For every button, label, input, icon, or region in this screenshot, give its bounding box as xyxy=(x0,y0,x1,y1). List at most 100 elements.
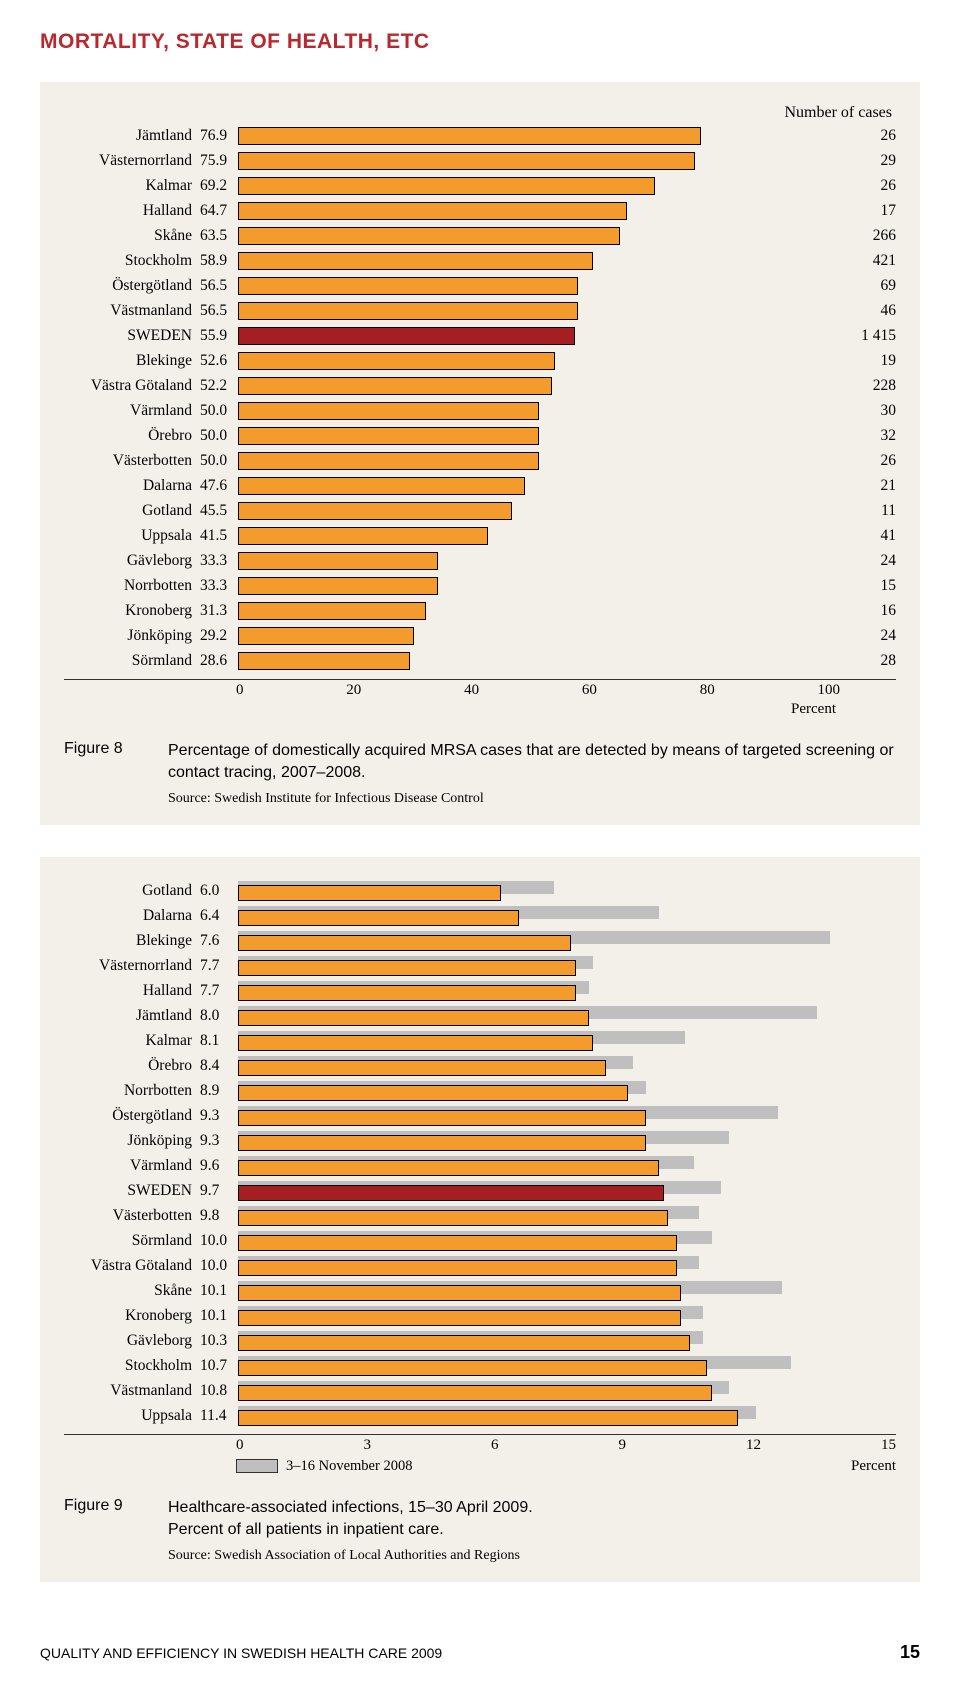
bar-value: 75.9 xyxy=(198,152,238,170)
bar-value: 8.1 xyxy=(198,1032,238,1050)
bar-fill xyxy=(238,327,575,345)
legend-label: 3–16 November 2008 xyxy=(286,1458,412,1475)
bar-label: Värmland xyxy=(64,1157,198,1175)
cases-header: Number of cases xyxy=(64,104,896,122)
bar-label: Sörmland xyxy=(64,652,198,670)
bar-cases: 26 xyxy=(840,452,896,470)
bar-cases: 16 xyxy=(840,602,896,620)
bar-track xyxy=(238,956,896,976)
bar-cases: 29 xyxy=(840,152,896,170)
bar-fill xyxy=(238,552,438,570)
axis-label: Percent xyxy=(412,1458,896,1475)
figure-description: Healthcare-associated infections, 15–30 … xyxy=(168,1497,533,1542)
bar-label: Västerbotten xyxy=(64,452,198,470)
bar-label: Halland xyxy=(64,982,198,1000)
bar-track xyxy=(238,627,840,645)
bar-cases: 26 xyxy=(840,127,896,145)
bar-fill xyxy=(238,152,695,170)
bar-label: Jönköping xyxy=(64,1132,198,1150)
bar-track xyxy=(238,127,840,145)
bar-track xyxy=(238,1031,896,1051)
bar-value: 47.6 xyxy=(198,477,238,495)
bar-track xyxy=(238,277,840,295)
bar-value: 33.3 xyxy=(198,577,238,595)
bar-track xyxy=(238,1006,896,1026)
bar-label: Stockholm xyxy=(64,1357,198,1375)
bar-value: 63.5 xyxy=(198,227,238,245)
bar-label: Kalmar xyxy=(64,1032,198,1050)
figure-source: Source: Swedish Association of Local Aut… xyxy=(168,1548,533,1564)
bar-fill xyxy=(238,602,426,620)
bar-value: 11.4 xyxy=(198,1407,238,1425)
bar-label: Västra Götaland xyxy=(64,1257,198,1275)
bar-value: 10.7 xyxy=(198,1357,238,1375)
bar-cases: 17 xyxy=(840,202,896,220)
bar-row: Gotland6.0 xyxy=(64,879,896,903)
axis-tick: 3 xyxy=(364,1437,372,1454)
bar-value: 50.0 xyxy=(198,427,238,445)
axis-tick: 0 xyxy=(236,1437,244,1454)
bar-value: 33.3 xyxy=(198,552,238,570)
bar-track xyxy=(238,1256,896,1276)
bar-row: Norrbotten8.9 xyxy=(64,1079,896,1103)
bar-value: 29.2 xyxy=(198,627,238,645)
bar-fill xyxy=(238,302,578,320)
bar-track xyxy=(238,881,896,901)
bar-fill xyxy=(238,227,620,245)
bar-fill xyxy=(238,502,512,520)
bar-value: 7.7 xyxy=(198,957,238,975)
bar-fill xyxy=(238,527,488,545)
legend-swatch xyxy=(236,1459,278,1473)
bar-value: 10.1 xyxy=(198,1282,238,1300)
bar-value: 7.6 xyxy=(198,932,238,950)
bar-value: 10.1 xyxy=(198,1307,238,1325)
axis-tick: 15 xyxy=(881,1437,896,1454)
bar-value: 10.3 xyxy=(198,1332,238,1350)
bar-label: SWEDEN xyxy=(64,1182,198,1200)
bar-row: Halland64.717 xyxy=(64,199,896,223)
bar-row: Uppsala11.4 xyxy=(64,1404,896,1428)
bar-track xyxy=(238,302,840,320)
bar-label: Värmland xyxy=(64,402,198,420)
bar-row: Kalmar69.226 xyxy=(64,174,896,198)
bar-track xyxy=(238,377,840,395)
bar-fill xyxy=(238,1335,690,1351)
bar-row: Västernorrland75.929 xyxy=(64,149,896,173)
bar-label: Västmanland xyxy=(64,302,198,320)
bar-track xyxy=(238,1231,896,1251)
bar-fill xyxy=(238,1210,668,1226)
bar-value: 52.2 xyxy=(198,377,238,395)
bar-track xyxy=(238,1281,896,1301)
bar-cases: 24 xyxy=(840,627,896,645)
bar-value: 8.4 xyxy=(198,1057,238,1075)
bar-fill xyxy=(238,352,555,370)
page-footer: QUALITY AND EFFICIENCY IN SWEDISH HEALTH… xyxy=(40,1642,920,1663)
figure-label: Figure 9 xyxy=(64,1497,144,1564)
bar-label: SWEDEN xyxy=(64,327,198,345)
figure-description: Percentage of domestically acquired MRSA… xyxy=(168,740,896,785)
bar-track xyxy=(238,227,840,245)
bar-value: 31.3 xyxy=(198,602,238,620)
bar-fill xyxy=(238,1185,664,1201)
bar-fill xyxy=(238,985,576,1001)
axis-tick: 40 xyxy=(464,682,479,699)
bar-track xyxy=(238,931,896,951)
bar-row: Stockholm58.9421 xyxy=(64,249,896,273)
bar-fill xyxy=(238,1035,593,1051)
bar-row: Blekinge52.619 xyxy=(64,349,896,373)
bar-label: Norrbotten xyxy=(64,1082,198,1100)
bar-cases: 266 xyxy=(840,227,896,245)
bar-label: Dalarna xyxy=(64,907,198,925)
bar-value: 9.7 xyxy=(198,1182,238,1200)
bar-fill xyxy=(238,402,539,420)
bar-track xyxy=(238,402,840,420)
axis-tick: 9 xyxy=(619,1437,627,1454)
bar-track xyxy=(238,1056,896,1076)
bar-cases: 41 xyxy=(840,527,896,545)
bar-label: Gävleborg xyxy=(64,552,198,570)
bar-fill xyxy=(238,1410,738,1426)
bar-track xyxy=(238,552,840,570)
bar-fill xyxy=(238,960,576,976)
bar-label: Skåne xyxy=(64,227,198,245)
bar-track xyxy=(238,906,896,926)
